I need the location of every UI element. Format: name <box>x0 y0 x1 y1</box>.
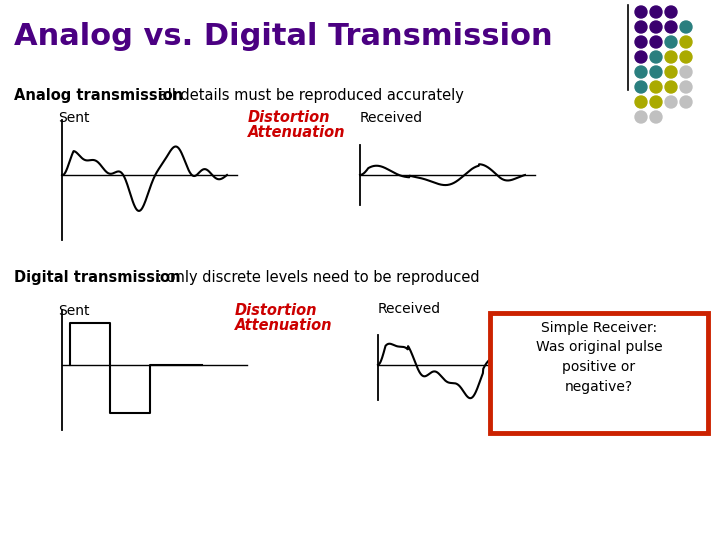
Text: Distortion: Distortion <box>235 303 318 318</box>
Text: : all details must be reproduced accurately: : all details must be reproduced accurat… <box>149 88 464 103</box>
Circle shape <box>635 51 647 63</box>
Text: Distortion: Distortion <box>248 110 330 125</box>
Text: Received: Received <box>360 111 423 125</box>
Circle shape <box>635 111 647 123</box>
Text: : only discrete levels need to be reproduced: : only discrete levels need to be reprod… <box>157 270 480 285</box>
Circle shape <box>635 6 647 18</box>
Circle shape <box>680 36 692 48</box>
Text: Digital transmission: Digital transmission <box>14 270 181 285</box>
Circle shape <box>650 21 662 33</box>
Circle shape <box>665 36 677 48</box>
Circle shape <box>680 81 692 93</box>
Text: Analog transmission: Analog transmission <box>14 88 183 103</box>
Text: Attenuation: Attenuation <box>248 125 346 140</box>
Circle shape <box>650 111 662 123</box>
Circle shape <box>650 51 662 63</box>
Text: Received: Received <box>378 302 441 316</box>
Circle shape <box>635 81 647 93</box>
Text: Analog vs. Digital Transmission: Analog vs. Digital Transmission <box>14 22 553 51</box>
Circle shape <box>665 66 677 78</box>
FancyBboxPatch shape <box>490 313 708 433</box>
Circle shape <box>635 36 647 48</box>
Circle shape <box>680 66 692 78</box>
Text: Sent: Sent <box>58 304 89 318</box>
Text: Sent: Sent <box>58 111 89 125</box>
Circle shape <box>650 6 662 18</box>
Circle shape <box>680 96 692 108</box>
Circle shape <box>635 21 647 33</box>
Circle shape <box>635 66 647 78</box>
Circle shape <box>665 96 677 108</box>
Circle shape <box>650 36 662 48</box>
Circle shape <box>635 96 647 108</box>
Circle shape <box>650 66 662 78</box>
Text: Simple Receiver:
Was original pulse
positive or
negative?: Simple Receiver: Was original pulse posi… <box>536 321 662 394</box>
Circle shape <box>680 21 692 33</box>
Circle shape <box>680 51 692 63</box>
Circle shape <box>650 81 662 93</box>
Circle shape <box>665 81 677 93</box>
Circle shape <box>665 51 677 63</box>
Circle shape <box>665 21 677 33</box>
Text: Attenuation: Attenuation <box>235 318 333 333</box>
Circle shape <box>650 96 662 108</box>
Circle shape <box>665 6 677 18</box>
